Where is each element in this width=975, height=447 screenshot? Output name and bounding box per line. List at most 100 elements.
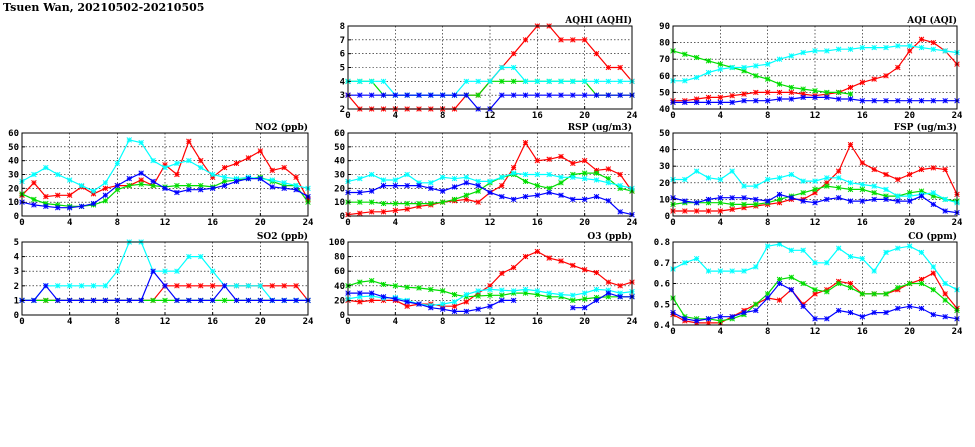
x-tick-label: 8 [765,218,770,228]
data-point [581,170,588,176]
data-point [741,201,747,208]
y-tick-label: 20 [659,179,670,189]
data-point [705,58,712,64]
data-point [463,308,470,315]
x-tick-label: 8 [115,218,120,228]
x-tick-label: 20 [904,218,915,228]
x-tick-label: 16 [532,111,543,121]
data-point [357,290,363,296]
data-point [380,177,387,183]
data-point [221,174,228,181]
data-point [764,76,771,82]
data-point [534,92,541,98]
data-point [942,196,948,203]
data-point [257,297,264,304]
data-point [812,87,818,94]
data-point [269,297,276,304]
data-point [126,297,133,304]
data-point [114,297,121,304]
data-point [392,177,399,183]
data-point [753,264,759,270]
data-point [918,36,925,43]
x-tick-label: 24 [627,111,638,121]
data-point [942,166,948,173]
y-tick-label: 0 [14,311,19,321]
y-tick-label: 30 [334,171,345,181]
data-point [617,78,623,85]
data-point [357,210,363,216]
y-tick-label: 90 [659,22,670,32]
data-point [753,63,759,69]
x-tick-label: 0 [345,111,350,121]
y-tick-label: 50 [659,129,670,139]
data-point [883,196,889,203]
data-point [776,89,783,96]
data-point [138,170,144,176]
data-point [942,280,948,287]
data-point [847,84,854,91]
data-point [871,166,877,173]
data-point [835,168,842,174]
data-point [729,194,735,201]
data-point [883,249,889,256]
x-tick-label: 24 [952,327,963,337]
data-point [764,295,771,301]
data-point [617,209,623,215]
data-point [245,155,252,161]
data-point [245,283,252,289]
x-tick-label: 16 [207,317,218,327]
data-point [558,192,564,199]
data-point [522,253,529,260]
data-point [174,182,180,189]
data-point [546,189,552,196]
y-tick-label: 4 [14,253,20,263]
data-point [174,297,180,304]
y-tick-label: 70 [659,55,670,65]
data-point [847,96,854,102]
x-tick-label: 0 [345,317,350,327]
data-point [918,280,925,287]
data-point [174,283,180,289]
y-tick-label: 50 [8,143,19,153]
data-point [605,198,612,204]
data-point [883,291,889,297]
data-point [499,292,505,299]
data-point [522,286,529,293]
data-point [380,293,387,300]
data-point [404,299,410,305]
data-point [475,188,481,194]
x-tick-label: 8 [440,111,445,121]
data-point [404,200,410,207]
data-point [380,281,387,288]
data-point [859,255,866,262]
data-point [392,92,399,98]
data-point [162,297,168,304]
data-point [404,284,410,291]
data-point [605,78,612,85]
data-point [883,73,889,79]
data-point [835,185,842,191]
data-point [66,192,73,199]
data-point [847,280,854,287]
chart-title: AQHI (AQHI) [564,15,632,26]
data-point [451,92,458,98]
data-point [918,305,925,312]
y-tick-label: 80 [334,253,345,263]
data-point [499,174,505,181]
data-point [392,200,399,207]
data-point [824,316,830,322]
data-point [281,180,287,186]
data-point [487,286,493,293]
data-point [522,92,529,98]
x-tick-label: 16 [857,111,868,121]
data-point [209,171,216,178]
y-tick-label: 30 [659,162,670,172]
data-point [895,43,901,49]
data-point [753,307,759,314]
data-point [66,283,73,289]
data-point [883,97,889,104]
data-point [812,94,818,101]
data-point [233,297,240,304]
y-tick-label: 0 [340,212,345,222]
data-point [906,43,913,49]
